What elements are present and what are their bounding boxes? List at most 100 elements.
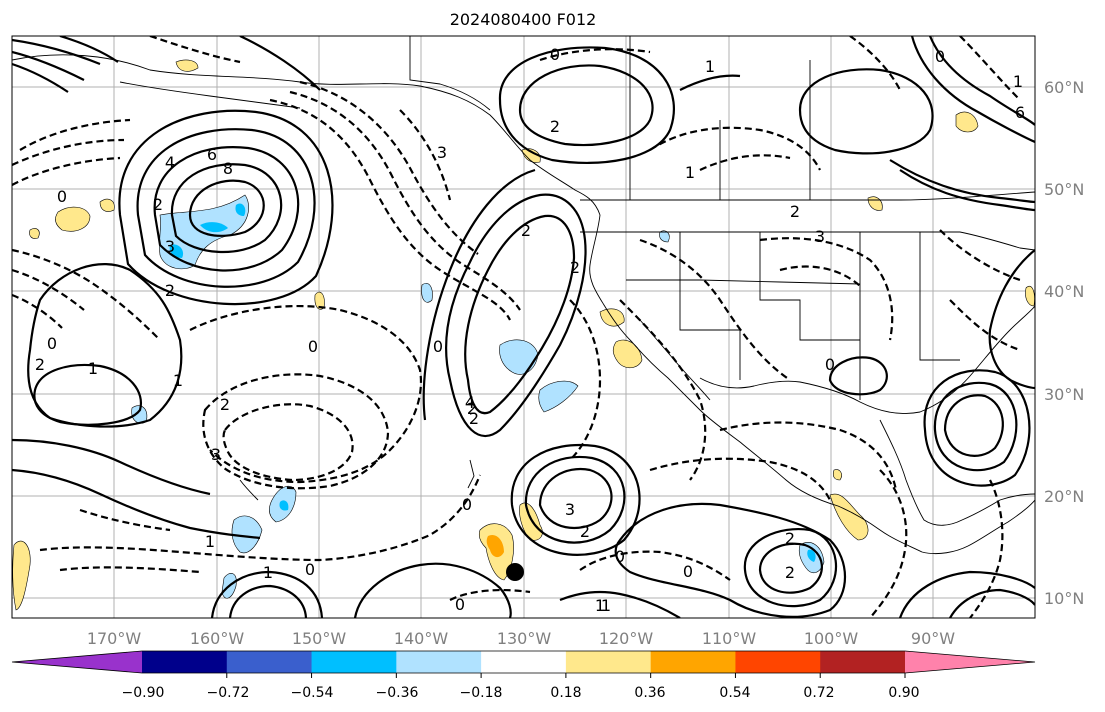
colorbar-bin xyxy=(565,651,652,673)
colorbar-tick-label: −0.36 xyxy=(376,685,419,701)
contour-label: 0 xyxy=(47,334,57,353)
gridlines xyxy=(12,36,1035,618)
contour-label: 3 xyxy=(565,500,575,519)
lon-label: 160°W xyxy=(190,629,245,648)
lon-label: 110°W xyxy=(702,629,757,648)
yellow-patch-tc-2 xyxy=(519,502,543,541)
longitude-labels: 170°W 160°W 150°W 140°W 130°W 120°W 110°… xyxy=(87,629,955,648)
contour-label: 0 xyxy=(825,355,835,374)
colorbar-tick-label: 0.36 xyxy=(634,685,665,701)
contour-label: 0 xyxy=(433,337,443,356)
lat-label: 20°N xyxy=(1044,487,1084,506)
contour-label: 1 xyxy=(263,563,273,582)
contour-label: 1 xyxy=(1013,72,1023,91)
contour-label: 2 xyxy=(220,395,230,414)
colorbar-bin xyxy=(820,651,906,673)
contour-label: 1 xyxy=(205,532,215,551)
coastlines xyxy=(12,36,1035,555)
contour-label: 3 xyxy=(815,227,825,246)
latitude-labels: 60°N 50°N 40°N 30°N 20°N 10°N xyxy=(1044,78,1084,608)
dashed-contours xyxy=(12,36,1021,618)
colorbar-tick-label: 0.18 xyxy=(550,685,581,701)
contour-label: 1 xyxy=(173,371,183,390)
contour-label: 2 xyxy=(165,281,175,300)
contour-label: 2 xyxy=(467,399,477,418)
cyan-patch-low-2 xyxy=(235,203,246,216)
contour-label: 3 xyxy=(211,445,221,464)
lon-label: 100°W xyxy=(804,629,859,648)
contour-label: 6 xyxy=(1015,103,1025,122)
contour-label: 0 xyxy=(308,337,318,356)
colorbar xyxy=(11,650,1036,678)
contour-label: 0 xyxy=(615,547,625,566)
storm-center-marker xyxy=(506,563,524,581)
yellow-patch-west-3 xyxy=(29,228,40,239)
colorbar-tick-label: −0.72 xyxy=(207,685,250,701)
yellow-patch-west-4 xyxy=(12,540,31,611)
contour-label: 2 xyxy=(785,529,795,548)
contour-label: 2 xyxy=(570,258,580,277)
contour-label: 0 xyxy=(305,560,315,579)
cyan-patch-east xyxy=(807,549,816,562)
contour-label: 8 xyxy=(223,159,233,178)
lon-label: 130°W xyxy=(497,629,552,648)
colorbar-bin xyxy=(650,651,736,673)
colorbar-ticks: −0.90 −0.72 −0.54 −0.36 −0.18 0.18 0.36 … xyxy=(122,685,920,701)
map-frame xyxy=(11,35,1036,619)
contour-label: 3 xyxy=(437,143,447,162)
colorbar-bin xyxy=(311,651,397,673)
contour-label: 0 xyxy=(455,595,465,614)
colorbar-extend-high xyxy=(905,651,1035,673)
yellow-patch-west-1 xyxy=(55,206,91,232)
contour-label: 4 xyxy=(165,153,175,172)
contour-label: 1 xyxy=(601,596,611,615)
blue-patch-mid-1 xyxy=(421,282,433,303)
colorbar-bin xyxy=(735,651,821,673)
colorbar-tick-label: −0.54 xyxy=(291,685,334,701)
yellow-patch-mexico xyxy=(829,493,869,541)
contour-label: 0 xyxy=(462,495,472,514)
blue-patch-us xyxy=(659,230,670,243)
contour-label: 0 xyxy=(935,47,945,66)
contour-label: 0 xyxy=(550,45,560,64)
contour-label: 2 xyxy=(580,522,590,541)
contour-label: 2 xyxy=(521,221,531,240)
contour-label: 2 xyxy=(785,563,795,582)
shaded-patches xyxy=(12,59,1035,611)
cyan-patch-low-1 xyxy=(200,222,228,233)
contour-label: 0 xyxy=(57,187,67,206)
contour-label: 2 xyxy=(469,409,479,428)
yellow-patch-east xyxy=(1025,286,1035,307)
yellow-patch-mexico-2 xyxy=(832,469,842,481)
cyan-patch-hawaii xyxy=(279,500,289,511)
contour-label: 1 xyxy=(88,359,98,378)
contour-label: 1 xyxy=(705,57,715,76)
colorbar-tick-label: −0.18 xyxy=(460,685,503,701)
lat-label: 40°N xyxy=(1044,282,1084,301)
contour-label: 4 xyxy=(465,393,475,412)
lat-label: 50°N xyxy=(1044,180,1084,199)
colorbar-bin xyxy=(226,651,313,673)
lat-label: 60°N xyxy=(1044,78,1084,97)
yellow-patch-north xyxy=(175,59,199,72)
contour-label: 2 xyxy=(35,355,45,374)
contour-label: 2 xyxy=(550,117,560,136)
map-title: 2024080400 F012 xyxy=(450,10,597,29)
lat-label: 30°N xyxy=(1044,385,1084,404)
lon-label: 90°W xyxy=(911,629,955,648)
lat-label: 10°N xyxy=(1044,589,1084,608)
blue-patch-hawaii-2 xyxy=(231,515,263,554)
lon-label: 150°W xyxy=(292,629,347,648)
contour-label: 1 xyxy=(685,163,695,182)
colorbar-tick-label: −0.90 xyxy=(122,685,165,701)
lon-label: 120°W xyxy=(599,629,654,648)
contour-label: 3 xyxy=(165,237,175,256)
yellow-patch-baja-2 xyxy=(612,339,643,369)
yellow-patch-bc xyxy=(521,148,541,163)
yellow-patch-canada xyxy=(955,111,979,133)
colorbar-outline xyxy=(11,650,1036,674)
colorbar-tick-label: 0.54 xyxy=(719,685,750,701)
yellow-patch-west-2 xyxy=(99,198,115,212)
contour-labels: 6843200212023110010223201022232102100423… xyxy=(35,45,1025,615)
